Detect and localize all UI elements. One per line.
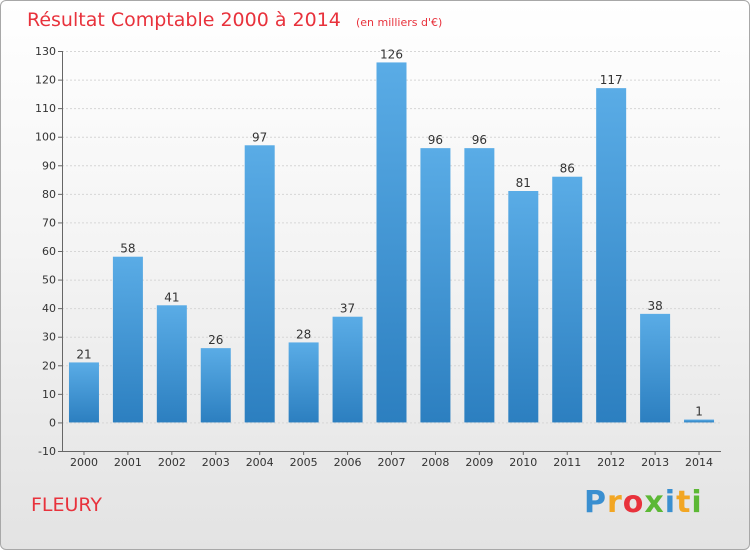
bar (288, 342, 319, 423)
y-tick-label: 20 (42, 359, 56, 372)
y-tick-label: 10 (42, 388, 56, 401)
y-tick-label: 40 (42, 302, 56, 315)
y-tick-label: 70 (42, 216, 56, 229)
x-tick-label: 2005 (290, 456, 318, 469)
bar (244, 145, 275, 423)
bar (508, 191, 539, 423)
x-tick-label: 2003 (202, 456, 230, 469)
bar-value-label: 58 (120, 242, 135, 256)
x-tick-label: 2002 (158, 456, 186, 469)
x-tick-label: 2014 (685, 456, 713, 469)
commune-name: FLEURY (31, 494, 103, 516)
bar (464, 148, 495, 423)
logo-letter: r (607, 485, 623, 520)
x-tick-label: 2013 (641, 456, 669, 469)
bar (156, 305, 187, 423)
bar (200, 348, 231, 423)
x-tick-label: 2004 (246, 456, 274, 469)
logo-letter: i (691, 485, 703, 520)
bar (332, 316, 363, 423)
x-tick-label: 2011 (553, 456, 581, 469)
bar-value-label: 126 (380, 47, 403, 61)
logo-letter: i (664, 485, 677, 520)
bar (640, 313, 671, 423)
logo-letter: P (584, 485, 607, 520)
labels: -10 0 10 20 30 40 50 60 70 80 90 100 110 120 130 21 2000… (35, 45, 713, 469)
x-tick-label: 2010 (509, 456, 537, 469)
logo-letter: x (644, 485, 665, 520)
bar-value-label: 26 (208, 333, 223, 347)
bar-value-label: 21 (76, 347, 91, 361)
proxiti-logo: Proxiti (584, 485, 703, 520)
title-text: Résultat Comptable 2000 à 2014 (27, 9, 341, 31)
logo-letter: t (676, 485, 692, 520)
x-tick-label: 2006 (334, 456, 362, 469)
x-tick-label: 2007 (378, 456, 406, 469)
x-tick-label: 2009 (465, 456, 493, 469)
bar-value-label: 41 (164, 290, 179, 304)
y-tick-label: -10 (38, 445, 56, 458)
y-tick-label: 80 (42, 188, 56, 201)
y-tick-label: 30 (42, 331, 56, 344)
x-tick-label: 2008 (421, 456, 449, 469)
logo-letter: o (622, 485, 645, 520)
x-tick-label: 2000 (70, 456, 98, 469)
bar (552, 176, 583, 423)
bar-value-label: 86 (560, 162, 575, 176)
bar (68, 362, 99, 423)
x-tick-label: 2001 (114, 456, 142, 469)
y-tick-label: 120 (35, 74, 56, 87)
y-tick-label: 90 (42, 159, 56, 172)
y-tick-label: 110 (35, 102, 56, 115)
bar (684, 419, 715, 423)
y-tick-label: 100 (35, 131, 56, 144)
bar-value-label: 117 (600, 73, 623, 87)
bar-value-label: 38 (647, 299, 662, 313)
bar-value-label: 97 (252, 130, 267, 144)
bar-value-label: 28 (296, 327, 311, 341)
y-tick-label: 0 (49, 416, 56, 429)
bar-value-label: 96 (472, 133, 487, 147)
axes (58, 51, 721, 455)
unit-note: (en milliers d'€) (355, 16, 443, 29)
chart-title: Résultat Comptable 2000 à 2014 (en milli… (27, 9, 442, 31)
bar (420, 148, 451, 423)
x-tick-label: 2012 (597, 456, 625, 469)
bar (376, 62, 407, 423)
y-tick-label: 60 (42, 245, 56, 258)
bar (112, 256, 143, 423)
bars (68, 62, 715, 423)
y-tick-label: 50 (42, 274, 56, 287)
bar-value-label: 81 (516, 176, 531, 190)
bar-value-label: 96 (428, 133, 443, 147)
y-tick-label: 130 (35, 45, 56, 58)
bar (596, 88, 627, 423)
bar-value-label: 37 (340, 302, 355, 316)
bar-value-label: 1 (695, 405, 703, 419)
